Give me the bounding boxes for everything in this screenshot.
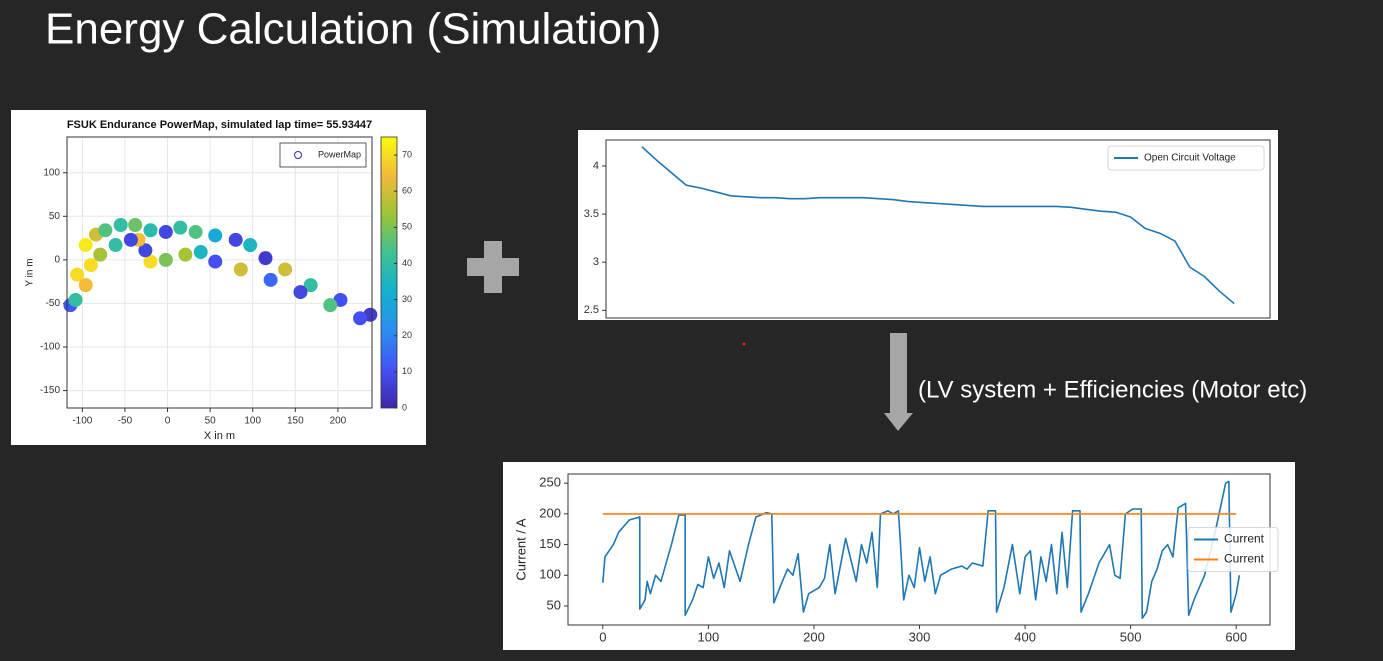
axes-frame xyxy=(66,136,373,409)
slide-title: Energy Calculation (Simulation) xyxy=(45,5,661,54)
colorbar-tick-label: 70 xyxy=(402,149,412,159)
colorbar-tick-label: 40 xyxy=(402,258,412,268)
colorbar-tick-label: 20 xyxy=(402,330,412,340)
colorbar-tick-label: 0 xyxy=(402,402,407,412)
y-tick-label: 3.5 xyxy=(584,208,599,220)
scatter-point xyxy=(138,243,153,258)
down-arrow xyxy=(884,333,913,431)
y-tick-label: 4 xyxy=(593,160,599,172)
arrow-shaft xyxy=(890,333,907,413)
chart: 50 100 150 200 250 0 100 200 300 400 500 600 Current… xyxy=(503,462,1295,650)
axes-frame xyxy=(605,139,1271,319)
x-tick-label: 0 xyxy=(599,629,606,644)
y-tick-label: 200 xyxy=(539,505,561,520)
x-tick-label: 300 xyxy=(909,629,931,644)
scatter-point xyxy=(193,245,208,260)
y-tick-label: 100 xyxy=(43,167,60,178)
x-tick-label: 400 xyxy=(1014,629,1036,644)
scatter-point xyxy=(78,278,93,293)
scatter-point xyxy=(303,278,318,293)
colorbar-tick-label: 10 xyxy=(402,366,412,376)
scatter-point xyxy=(323,298,338,313)
x-tick-label: -100 xyxy=(72,416,92,427)
x-tick-label: 500 xyxy=(1120,629,1142,644)
scatter-point xyxy=(158,224,173,239)
arrow-head xyxy=(884,413,913,431)
plus-sign xyxy=(467,241,519,293)
y-tick-label: -100 xyxy=(40,342,60,353)
y-axis-label: Current / A xyxy=(513,518,528,580)
scatter-point xyxy=(93,247,108,262)
legend-marker xyxy=(294,151,302,159)
scatter-point xyxy=(243,238,258,253)
stray-dot xyxy=(742,342,746,346)
scatter-point xyxy=(83,258,98,273)
chart-panel xyxy=(503,462,1295,650)
legend-box xyxy=(1107,145,1265,171)
legend-label: Current xyxy=(1224,532,1265,546)
scatter-point xyxy=(108,238,123,253)
legend-label: Current xyxy=(1224,552,1265,566)
scatter-point xyxy=(233,262,248,277)
scatter-point xyxy=(258,251,273,266)
scatter-point xyxy=(128,218,143,233)
scatter-point xyxy=(263,272,278,287)
scatter-point xyxy=(70,267,85,282)
y-tick-label: 250 xyxy=(539,475,561,490)
y-tick-label: 50 xyxy=(547,597,561,612)
x-tick-label: 50 xyxy=(205,416,217,427)
scatter-point xyxy=(208,254,223,269)
scatter-point xyxy=(113,218,128,233)
line-series xyxy=(641,146,1235,305)
scatter-point xyxy=(278,262,293,277)
x-tick-label: 100 xyxy=(698,629,720,644)
scatter-point xyxy=(178,247,193,262)
y-tick-label: 0 xyxy=(54,255,60,266)
scatter-point xyxy=(78,238,93,253)
x-tick-label: 200 xyxy=(803,629,825,644)
colorbar xyxy=(380,136,398,409)
y-tick-label: 50 xyxy=(49,211,61,222)
scatter-point xyxy=(353,311,368,326)
plus-horizontal xyxy=(467,258,519,276)
x-tick-label: 0 xyxy=(165,416,171,427)
scatter-point xyxy=(98,223,113,238)
colorbar-tick-label: 60 xyxy=(402,186,412,196)
scatter-point xyxy=(158,252,173,267)
scatter-point xyxy=(123,232,138,247)
chart-title: FSUK Endurance PowerMap, simulated lap t… xyxy=(67,119,372,131)
x-tick-label: 150 xyxy=(287,416,304,427)
x-tick-label: 600 xyxy=(1225,629,1247,644)
chart: 2.5 3 3.5 4 Open Circuit Voltage xyxy=(578,130,1278,320)
line-series xyxy=(602,480,1241,620)
scatter-point xyxy=(188,224,203,239)
scatter-point xyxy=(68,292,83,307)
y-tick-label: 100 xyxy=(539,567,561,582)
x-tick-label: 200 xyxy=(330,416,347,427)
legend-label: Open Circuit Voltage xyxy=(1144,153,1236,164)
scatter-point xyxy=(228,232,243,247)
annotation: (LV system + Efficiencies (Motor etc) xyxy=(918,376,1307,403)
scatter-point xyxy=(293,285,308,300)
y-axis-label: Y in m xyxy=(25,258,36,286)
y-tick-label: 150 xyxy=(539,536,561,551)
y-tick-label: -50 xyxy=(46,298,61,309)
scatter-point xyxy=(143,254,158,269)
scatter-point xyxy=(208,228,223,243)
colorbar-tick-label: 50 xyxy=(402,222,412,232)
x-tick-label: -50 xyxy=(118,416,133,427)
colorbar-tick-label: 30 xyxy=(402,294,412,304)
y-tick-label: -150 xyxy=(40,385,60,396)
scatter-point xyxy=(143,223,158,238)
y-tick-label: 2.5 xyxy=(584,304,599,316)
scatter-point xyxy=(173,220,188,235)
x-axis-label: X in m xyxy=(204,430,235,442)
x-tick-label: 100 xyxy=(244,416,261,427)
legend-label: PowerMap xyxy=(318,149,361,159)
y-tick-label: 3 xyxy=(593,256,599,268)
